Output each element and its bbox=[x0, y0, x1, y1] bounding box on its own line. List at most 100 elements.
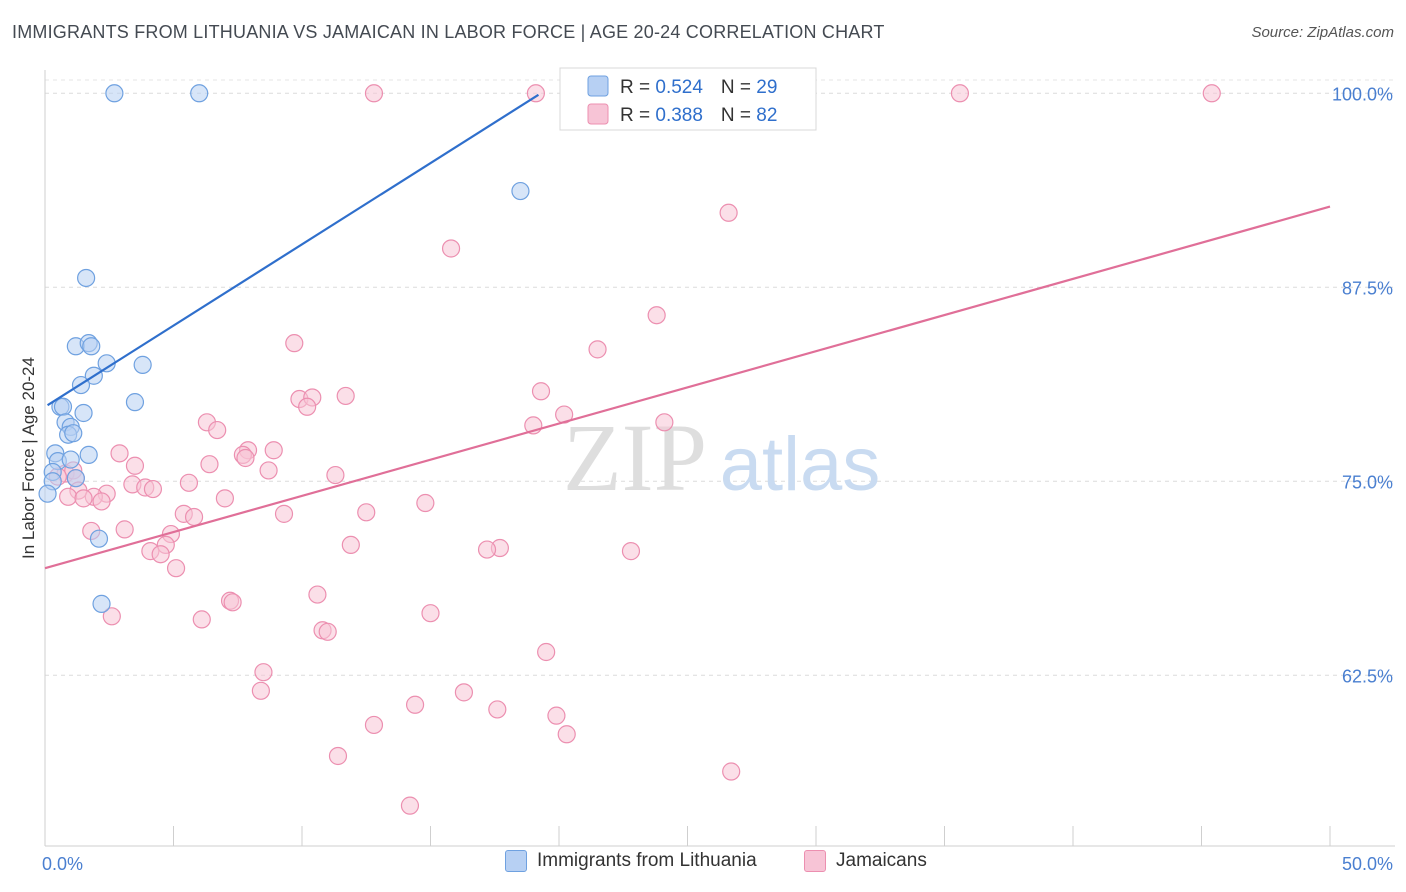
trend-lines bbox=[44, 93, 1331, 570]
point-lithuania-11 bbox=[125, 393, 145, 412]
point-lithuania-14 bbox=[74, 403, 93, 423]
x-tick-label-0: 0.0% bbox=[42, 854, 83, 874]
point-lithuania-2 bbox=[511, 181, 530, 201]
point-jamaicans-24 bbox=[236, 448, 255, 468]
point-jamaicans-74 bbox=[547, 706, 566, 725]
point-jamaicans-76 bbox=[557, 725, 576, 744]
point-jamaicans-21 bbox=[264, 441, 283, 460]
point-jamaicans-42 bbox=[74, 489, 93, 508]
point-lithuania-1 bbox=[190, 84, 209, 103]
legend-swatch-jamaicans bbox=[804, 850, 826, 872]
point-jamaicans-56 bbox=[621, 542, 641, 561]
point-jamaicans-43 bbox=[215, 489, 234, 508]
watermark: ZIP atlas bbox=[563, 404, 880, 511]
point-lithuania-22 bbox=[61, 450, 80, 469]
trend-line-lithuania bbox=[46, 93, 540, 407]
point-jamaicans-47 bbox=[274, 504, 294, 523]
legend-bottom: Immigrants from Lithuania Jamaicans bbox=[0, 850, 1406, 880]
point-lithuania-13 bbox=[53, 397, 73, 416]
point-jamaicans-27 bbox=[259, 461, 278, 480]
x-tick-label-1: 50.0% bbox=[1342, 854, 1393, 874]
y-tick-label-2: 75.0% bbox=[1342, 472, 1393, 492]
point-lithuania-27 bbox=[89, 529, 109, 548]
legend-label-jamaicans: Jamaicans bbox=[836, 850, 927, 871]
point-jamaicans-59 bbox=[166, 559, 186, 578]
point-jamaicans-4 bbox=[1202, 84, 1221, 103]
point-jamaicans-70 bbox=[251, 681, 270, 700]
data-points bbox=[38, 84, 1221, 815]
point-lithuania-8 bbox=[133, 355, 152, 374]
point-jamaicans-46 bbox=[357, 503, 376, 522]
source-label: Source: ZipAtlas.com bbox=[1251, 24, 1394, 41]
point-jamaicans-8 bbox=[285, 334, 304, 353]
point-jamaicans-72 bbox=[405, 695, 425, 714]
legend-top-swatch-lithuania bbox=[587, 75, 609, 97]
point-jamaicans-48 bbox=[184, 507, 204, 527]
point-jamaicans-60 bbox=[308, 585, 327, 604]
point-lithuania-3 bbox=[77, 268, 96, 288]
point-jamaicans-6 bbox=[441, 239, 461, 258]
point-jamaicans-78 bbox=[722, 762, 741, 781]
legend-top: R = 0.524 N = 29 R = 0.388 N = 82 bbox=[559, 67, 817, 131]
y-tick-label-1: 87.5% bbox=[1342, 278, 1393, 298]
legend-top-stats-jamaicans: R = 0.388 N = 82 bbox=[620, 105, 777, 126]
point-jamaicans-36 bbox=[143, 479, 163, 499]
point-jamaicans-5 bbox=[719, 203, 738, 222]
legend-item-lithuania: Immigrants from Lithuania bbox=[505, 850, 757, 872]
y-tick-labels: 100.0% 87.5% 75.0% 62.5% bbox=[1332, 84, 1393, 686]
chart-title: IMMIGRANTS FROM LITHUANIA VS JAMAICAN IN… bbox=[12, 22, 885, 42]
point-jamaicans-26 bbox=[200, 455, 219, 474]
point-lithuania-28 bbox=[92, 594, 111, 613]
point-jamaicans-10 bbox=[531, 382, 551, 401]
x-tick-labels: 0.0% 50.0% bbox=[42, 854, 1393, 874]
point-lithuania-6 bbox=[82, 337, 101, 356]
point-jamaicans-40 bbox=[59, 487, 78, 506]
point-jamaicans-33 bbox=[179, 473, 199, 492]
watermark-atlas: atlas bbox=[720, 422, 881, 507]
point-lithuania-19 bbox=[79, 445, 98, 464]
point-jamaicans-77 bbox=[328, 746, 348, 766]
point-jamaicans-18 bbox=[655, 413, 674, 432]
y-axis-label: In Labor Force | Age 20-24 bbox=[19, 357, 38, 559]
point-jamaicans-19 bbox=[208, 420, 227, 440]
axes bbox=[44, 70, 1395, 847]
point-lithuania-18 bbox=[64, 424, 83, 443]
point-jamaicans-49 bbox=[115, 520, 134, 539]
point-jamaicans-53 bbox=[341, 535, 360, 555]
point-jamaicans-1 bbox=[526, 84, 545, 103]
point-jamaicans-73 bbox=[488, 700, 507, 719]
point-jamaicans-69 bbox=[254, 663, 273, 682]
watermark-zip: ZIP bbox=[563, 404, 707, 511]
point-jamaicans-41 bbox=[92, 492, 111, 511]
point-jamaicans-0 bbox=[364, 84, 384, 103]
trend-line-jamaicans bbox=[44, 205, 1331, 570]
point-lithuania-0 bbox=[105, 84, 124, 103]
legend-label-lithuania: Immigrants from Lithuania bbox=[537, 850, 757, 871]
legend-item-jamaicans: Jamaicans bbox=[804, 850, 927, 872]
y-tick-label-3: 62.5% bbox=[1342, 666, 1393, 686]
point-jamaicans-44 bbox=[416, 493, 435, 513]
point-jamaicans-28 bbox=[326, 465, 345, 485]
point-jamaicans-7 bbox=[647, 306, 666, 325]
point-jamaicans-58 bbox=[151, 545, 170, 564]
point-jamaicans-3 bbox=[950, 84, 970, 103]
point-jamaicans-62 bbox=[223, 593, 242, 612]
point-lithuania-26 bbox=[38, 484, 57, 503]
legend-top-swatch-jamaicans bbox=[587, 103, 609, 125]
point-jamaicans-68 bbox=[537, 642, 556, 662]
point-lithuania-24 bbox=[66, 469, 85, 488]
point-jamaicans-67 bbox=[318, 622, 337, 641]
point-jamaicans-9 bbox=[588, 340, 607, 359]
point-jamaicans-23 bbox=[110, 444, 129, 463]
point-jamaicans-71 bbox=[454, 683, 474, 702]
point-jamaicans-75 bbox=[364, 715, 384, 735]
legend-top-stats-lithuania: R = 0.524 N = 29 bbox=[620, 77, 777, 98]
point-jamaicans-14 bbox=[298, 397, 317, 416]
point-jamaicans-55 bbox=[477, 540, 497, 559]
point-jamaicans-11 bbox=[336, 386, 355, 406]
y-tick-label-0: 100.0% bbox=[1332, 84, 1393, 104]
point-jamaicans-25 bbox=[125, 456, 145, 475]
point-jamaicans-64 bbox=[102, 607, 121, 626]
point-jamaicans-63 bbox=[421, 604, 440, 623]
